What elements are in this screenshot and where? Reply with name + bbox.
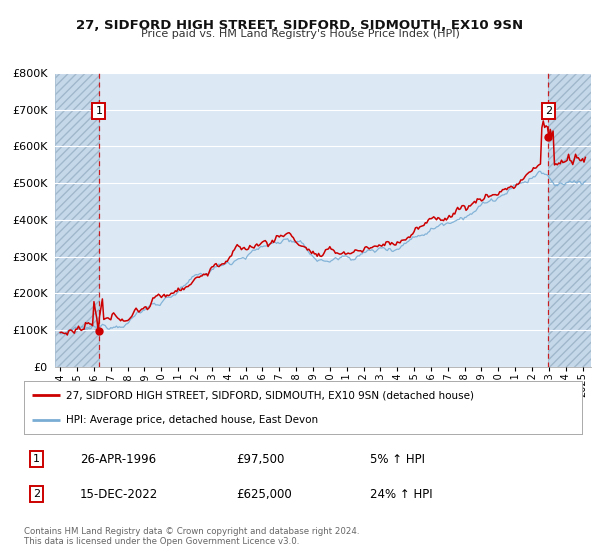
Text: This data is licensed under the Open Government Licence v3.0.: This data is licensed under the Open Gov… <box>24 538 299 547</box>
Text: 26-APR-1996: 26-APR-1996 <box>80 452 156 465</box>
Text: 27, SIDFORD HIGH STREET, SIDFORD, SIDMOUTH, EX10 9SN (detached house): 27, SIDFORD HIGH STREET, SIDFORD, SIDMOU… <box>66 390 474 400</box>
Polygon shape <box>548 73 591 367</box>
Text: 2: 2 <box>33 489 40 499</box>
Text: 1: 1 <box>95 106 103 116</box>
Text: 15-DEC-2022: 15-DEC-2022 <box>80 488 158 501</box>
Text: £97,500: £97,500 <box>236 452 284 465</box>
Text: £625,000: £625,000 <box>236 488 292 501</box>
Text: 27, SIDFORD HIGH STREET, SIDFORD, SIDMOUTH, EX10 9SN: 27, SIDFORD HIGH STREET, SIDFORD, SIDMOU… <box>76 19 524 32</box>
Text: Contains HM Land Registry data © Crown copyright and database right 2024.: Contains HM Land Registry data © Crown c… <box>24 528 359 536</box>
Text: 1: 1 <box>33 454 40 464</box>
Text: HPI: Average price, detached house, East Devon: HPI: Average price, detached house, East… <box>66 414 318 424</box>
Text: 2: 2 <box>545 106 552 116</box>
Text: Price paid vs. HM Land Registry's House Price Index (HPI): Price paid vs. HM Land Registry's House … <box>140 29 460 39</box>
Polygon shape <box>55 73 99 367</box>
Text: 24% ↑ HPI: 24% ↑ HPI <box>370 488 433 501</box>
Text: 5% ↑ HPI: 5% ↑ HPI <box>370 452 425 465</box>
